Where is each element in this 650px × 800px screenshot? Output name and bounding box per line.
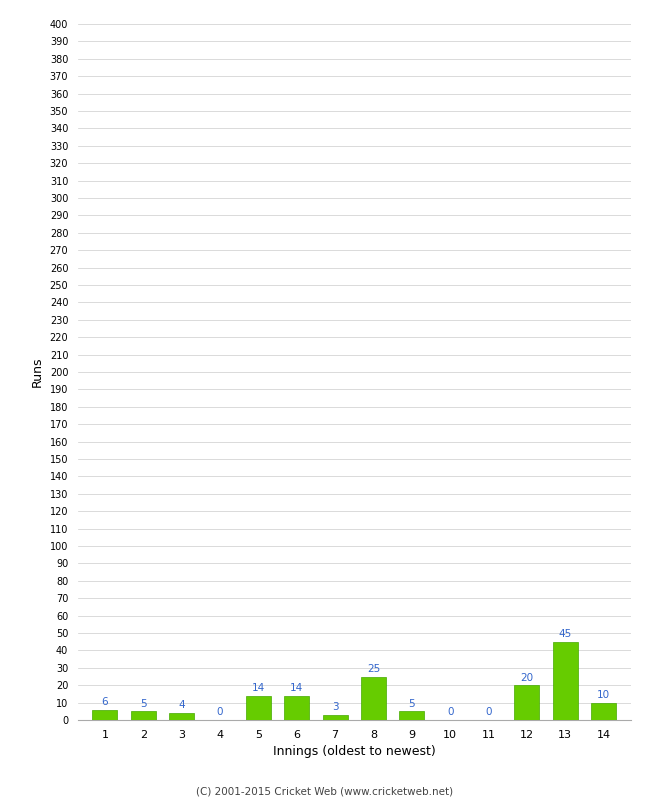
Bar bbox=[169, 713, 194, 720]
Text: 5: 5 bbox=[140, 698, 146, 709]
Text: 0: 0 bbox=[216, 707, 223, 718]
Bar bbox=[322, 714, 348, 720]
Bar bbox=[92, 710, 118, 720]
X-axis label: Innings (oldest to newest): Innings (oldest to newest) bbox=[273, 746, 436, 758]
Bar bbox=[552, 642, 578, 720]
Bar bbox=[361, 677, 386, 720]
Text: 20: 20 bbox=[521, 673, 534, 682]
Text: 0: 0 bbox=[486, 707, 492, 718]
Y-axis label: Runs: Runs bbox=[31, 357, 44, 387]
Text: 25: 25 bbox=[367, 664, 380, 674]
Text: 3: 3 bbox=[332, 702, 339, 712]
Text: 4: 4 bbox=[178, 701, 185, 710]
Text: 10: 10 bbox=[597, 690, 610, 700]
Text: 6: 6 bbox=[101, 697, 108, 707]
Text: (C) 2001-2015 Cricket Web (www.cricketweb.net): (C) 2001-2015 Cricket Web (www.cricketwe… bbox=[196, 786, 454, 796]
Text: 14: 14 bbox=[252, 683, 265, 693]
Bar bbox=[284, 696, 309, 720]
Bar bbox=[131, 711, 156, 720]
Bar bbox=[591, 702, 616, 720]
Bar bbox=[514, 685, 539, 720]
Bar bbox=[399, 711, 424, 720]
Text: 45: 45 bbox=[558, 629, 572, 639]
Text: 0: 0 bbox=[447, 707, 454, 718]
Bar bbox=[246, 696, 271, 720]
Text: 5: 5 bbox=[408, 698, 415, 709]
Text: 14: 14 bbox=[290, 683, 304, 693]
